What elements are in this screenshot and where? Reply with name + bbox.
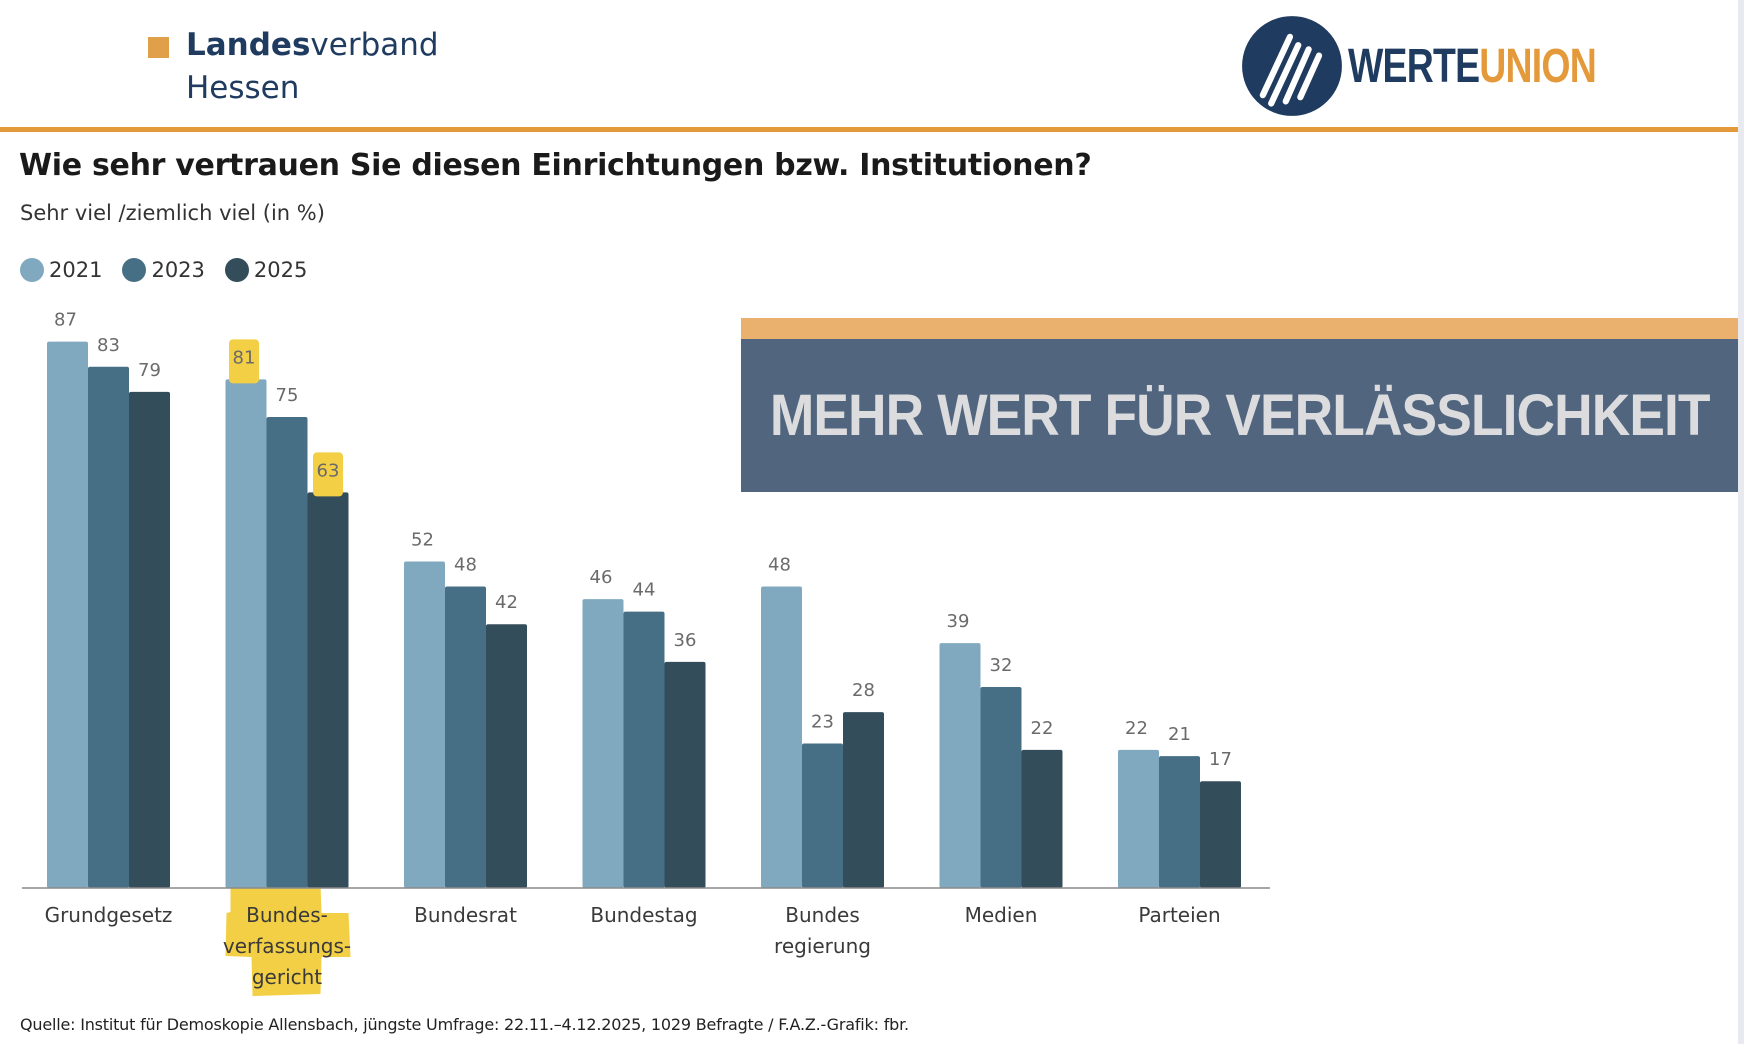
org-name-rest: verband	[310, 27, 439, 63]
bar-2025-3	[664, 661, 706, 888]
value-label: 52	[411, 529, 434, 550]
bar-2025-2	[486, 624, 527, 888]
category-label-highlight	[225, 884, 351, 996]
value-label: 22	[1125, 718, 1148, 739]
value-label: 83	[97, 335, 120, 356]
bar-2025-0	[129, 391, 170, 888]
org-name-line2: Hessen	[186, 70, 300, 106]
slogan-text: MEHR WERT FÜR VERLÄSSLICHKEIT	[769, 383, 1711, 448]
werteunion-wordmark: WERTEUNION	[1348, 39, 1597, 94]
bar-2023-1	[266, 417, 308, 888]
bar-2021-4	[761, 586, 802, 888]
banner-accent-strip	[741, 318, 1738, 339]
category-label: verfassungs-	[223, 934, 351, 958]
bar-2021-1	[225, 379, 267, 888]
value-label: 17	[1209, 749, 1232, 770]
org-name: Landesverband Hessen	[186, 24, 439, 110]
bar-2021-3	[582, 599, 624, 888]
bar-2021-2	[404, 561, 445, 888]
header-divider	[0, 127, 1738, 132]
value-label: 23	[811, 712, 834, 733]
value-label: 28	[852, 680, 875, 701]
value-label: 44	[633, 580, 656, 601]
bar-2023-2	[445, 586, 486, 888]
value-label: 48	[768, 555, 791, 576]
legend-dot-2025	[224, 258, 249, 282]
value-label: 63	[317, 460, 340, 481]
chart-subtitle: Sehr viel /ziemlich viel (in %)	[20, 201, 325, 225]
org-logo-square	[148, 37, 169, 58]
value-label: 48	[454, 555, 477, 576]
value-label: 79	[138, 360, 161, 381]
category-label: gericht	[252, 965, 322, 989]
category-label: regierung	[774, 934, 871, 958]
logo-union: UNION	[1479, 39, 1597, 93]
value-label: 42	[495, 592, 518, 613]
value-label: 36	[674, 630, 697, 651]
logo-werte: WERTE	[1348, 39, 1480, 93]
category-label: Bundestag	[590, 903, 697, 927]
chart-source: Quelle: Institut für Demoskopie Allensba…	[20, 1015, 909, 1034]
bar-2023-3	[623, 611, 665, 888]
werteunion-emblem-icon	[1242, 16, 1342, 116]
category-label: Bundes	[785, 903, 860, 927]
category-label: Parteien	[1138, 903, 1220, 927]
chart-legend: 2021 2023 2025	[20, 258, 307, 282]
bar-2025-5	[1021, 749, 1063, 888]
value-label: 46	[590, 567, 613, 588]
bar-2021-5	[939, 643, 981, 888]
value-label-highlight	[229, 339, 259, 384]
slogan-banner: MEHR WERT FÜR VERLÄSSLICHKEIT	[741, 339, 1738, 492]
value-label: 39	[947, 611, 970, 632]
value-label: 22	[1031, 718, 1054, 739]
bar-2023-4	[802, 743, 843, 888]
werteunion-logo: WERTEUNION	[1240, 14, 1666, 118]
legend-item-2025: 2025	[224, 258, 308, 282]
value-label: 32	[990, 655, 1013, 676]
legend-label: 2025	[253, 258, 308, 282]
legend-label: 2021	[49, 258, 103, 282]
bar-2025-4	[843, 712, 884, 888]
bar-2023-0	[88, 366, 129, 888]
bar-2023-5	[980, 687, 1022, 888]
category-label: Grundgesetz	[45, 903, 173, 927]
bar-2025-1	[307, 492, 349, 888]
category-label: Medien	[965, 903, 1038, 927]
org-name-bold: Landes	[186, 27, 311, 63]
bar-2021-6	[1118, 749, 1159, 888]
page-edge	[1738, 0, 1744, 1044]
chart-title: Wie sehr vertrauen Sie diesen Einrichtun…	[19, 148, 1092, 183]
value-label-highlight	[313, 452, 343, 497]
value-label: 75	[276, 385, 299, 406]
legend-item-2021: 2021	[20, 258, 102, 282]
legend-item-2023: 2023	[122, 258, 205, 282]
value-label: 87	[54, 310, 77, 331]
bar-2023-6	[1159, 756, 1200, 888]
bar-2025-6	[1200, 781, 1241, 888]
category-label: Bundes-	[246, 903, 328, 927]
value-label: 81	[233, 347, 256, 368]
legend-label: 2023	[151, 258, 205, 282]
bar-2021-0	[47, 341, 88, 888]
legend-dot-2023	[122, 258, 147, 282]
category-label: Bundesrat	[414, 903, 517, 927]
value-label: 21	[1168, 724, 1191, 745]
legend-dot-2021	[20, 258, 44, 282]
